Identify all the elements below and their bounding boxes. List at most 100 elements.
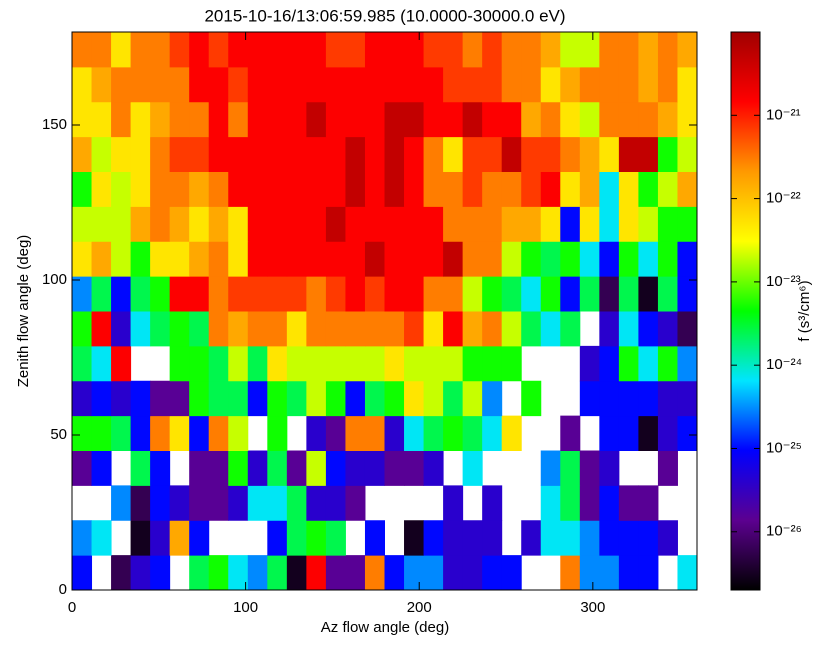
heatmap-cell [247,101,268,138]
heatmap-cell [364,311,385,347]
heatmap-cell [208,171,229,207]
heatmap-cell [208,206,229,242]
heatmap-cell [404,311,425,347]
heatmap-cell [247,206,268,242]
heatmap-cell [91,276,112,312]
heatmap-cell [286,485,307,521]
heatmap-cell [482,276,503,312]
heatmap-cell [247,345,268,382]
heatmap-cell [247,311,268,347]
heatmap-cell [111,311,132,347]
heatmap-cell [443,136,464,172]
heatmap-cell [384,206,405,242]
heatmap-cell [501,136,522,172]
heatmap-cell [72,136,93,172]
heatmap-cell [267,485,288,521]
heatmap-cell [618,276,639,312]
heatmap-cell [462,380,483,417]
heatmap-cell [540,136,561,172]
heatmap-cell [638,311,659,347]
heatmap-cell [364,520,385,556]
heatmap-cell [423,415,444,451]
heatmap-cell [657,450,678,486]
heatmap-cell [404,206,425,242]
heatmap-cell [560,485,581,521]
heatmap-cell [72,311,93,347]
heatmap-cell [638,171,659,207]
heatmap-cell [169,415,190,451]
heatmap-cell [423,206,444,242]
heatmap-cell [345,241,366,277]
heatmap-cell [208,276,229,312]
heatmap-cell [306,345,327,382]
heatmap-cell [267,415,288,451]
heatmap-cell [599,32,620,68]
heatmap-cell [482,101,503,138]
heatmap-cell [306,32,327,68]
heatmap-cell [384,345,405,382]
heatmap-cell [208,345,229,382]
heatmap-cell [657,206,678,242]
heatmap-cell [364,555,385,591]
heatmap-cell [345,206,366,242]
heatmap-cell [384,66,405,103]
heatmap-cell [384,450,405,486]
heatmap-cell [247,450,268,486]
heatmap-cell [208,66,229,103]
heatmap-cell [325,276,346,312]
heatmap-cell [111,276,132,312]
heatmap-cell [540,66,561,103]
x-axis-label: Az flow angle (deg) [321,619,449,636]
x-tick-label: 100 [233,599,258,616]
heatmap-cell [306,136,327,172]
heatmap-cell [384,276,405,312]
heatmap-cell [130,276,151,312]
heatmap-cell [228,276,249,312]
heatmap-cell [345,345,366,382]
heatmap-cell [169,241,190,277]
heatmap-cell [443,345,464,382]
y-tick-label: 150 [42,116,67,133]
heatmap-cell [150,101,171,138]
heatmap-cell [286,311,307,347]
heatmap-cell [267,311,288,347]
heatmap-cell [443,555,464,591]
heatmap-cell [404,520,425,556]
heatmap-cell [169,485,190,521]
heatmap-cell [189,32,210,68]
colorbar-tick-label: 10⁻²² [766,190,801,207]
heatmap-cell [345,32,366,68]
heatmap-cell [111,345,132,382]
heatmap-cell [579,171,600,207]
heatmap-cell [677,171,698,207]
heatmap-cell [404,450,425,486]
heatmap-cell [618,136,639,172]
y-tick-label: 50 [50,426,67,443]
heatmap-cell [130,66,151,103]
heatmap-cell [325,241,346,277]
heatmap-cell [677,345,698,382]
heatmap-cell [345,276,366,312]
heatmap-cell [384,241,405,277]
heatmap-cell [462,171,483,207]
heatmap-cell [521,136,542,172]
heatmap-cell [286,32,307,68]
heatmap-cell [404,241,425,277]
heatmap-cell [306,101,327,138]
heatmap-cell [364,66,385,103]
heatmap-cell [306,415,327,451]
heatmap-cell [208,380,229,417]
heatmap-cell [267,206,288,242]
heatmap-cell [560,136,581,172]
heatmap-cell [638,555,659,591]
heatmap-cell [364,206,385,242]
heatmap-cell [657,241,678,277]
heatmap-cell [228,415,249,451]
heatmap-cell [560,450,581,486]
heatmap-cell [482,171,503,207]
heatmap-cell [325,171,346,207]
heatmap-cell [72,450,93,486]
heatmap-cell [150,206,171,242]
heatmap-cell [560,276,581,312]
